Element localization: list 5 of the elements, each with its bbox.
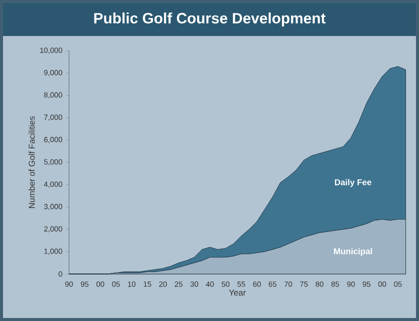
chart-title: Public Golf Course Development bbox=[94, 12, 326, 26]
series-label: Municipal bbox=[334, 248, 372, 256]
y-axis-title: Number of Golf Facilities bbox=[28, 116, 35, 208]
x-axis-title: Year bbox=[228, 290, 246, 296]
series-label: Daily Fee bbox=[334, 179, 372, 187]
